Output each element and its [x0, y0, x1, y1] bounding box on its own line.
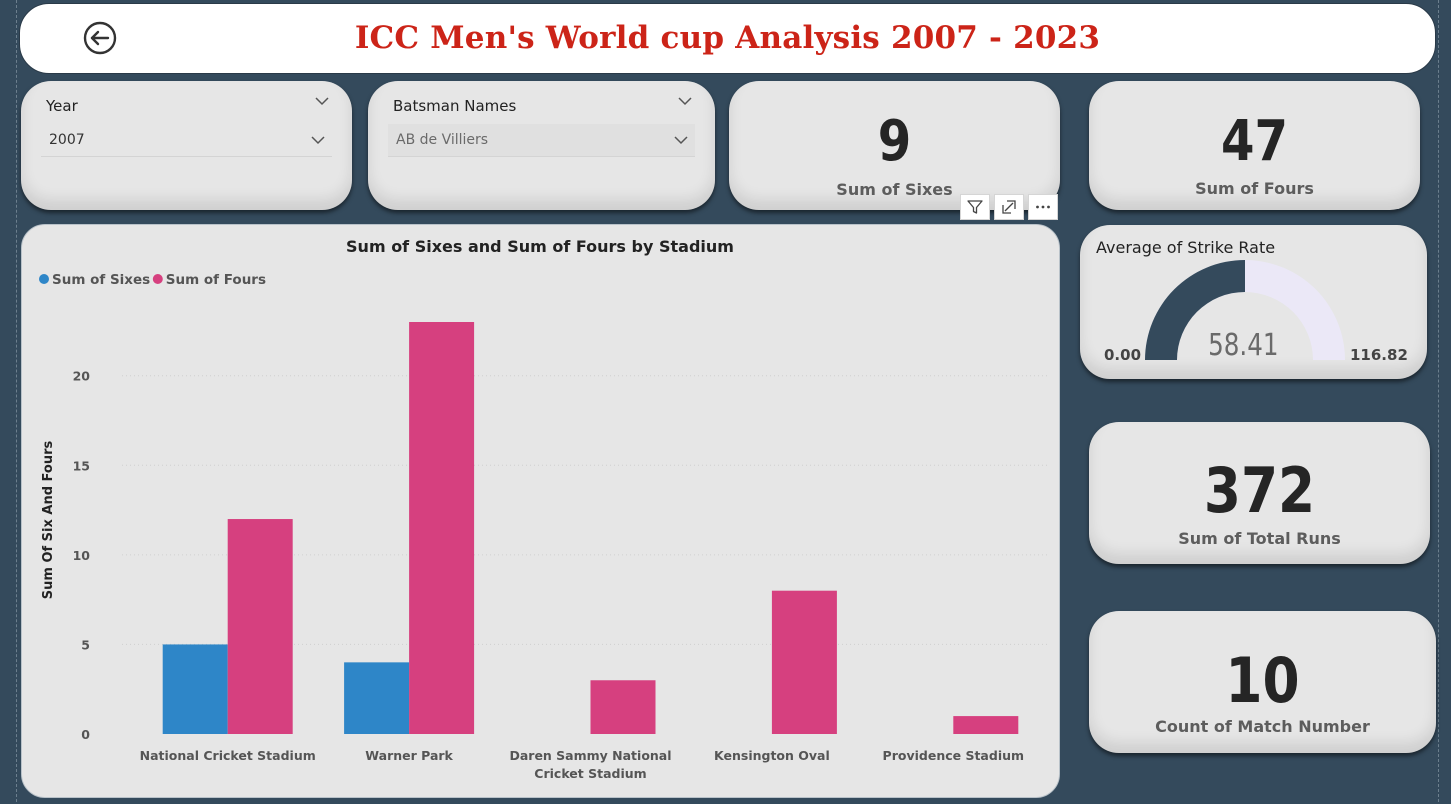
chevron-down-icon[interactable]	[314, 95, 330, 107]
x-tick-label: Cricket Stadium	[534, 766, 646, 781]
batsman-slicer: Batsman Names AB de Villiers	[368, 81, 715, 210]
fours-kpi-card: 47 Sum of Fours	[1089, 81, 1420, 210]
year-dropdown[interactable]: 2007	[41, 124, 332, 157]
fours-kpi-label: Sum of Fours	[1195, 179, 1314, 198]
x-tick-label: Daren Sammy National	[509, 748, 671, 763]
more-options-icon	[1036, 205, 1050, 209]
y-tick-label: 20	[73, 369, 91, 384]
gauge-value: 58.41	[1208, 329, 1278, 363]
matches-kpi-value: 10	[1225, 644, 1300, 717]
visual-toolbar	[960, 194, 1058, 220]
stadium-chart-card[interactable]: Sum of Sixes and Sum of Fours by Stadium…	[21, 224, 1060, 798]
back-button[interactable]	[83, 21, 117, 55]
bar-sum-of-fours[interactable]	[227, 519, 293, 734]
chevron-down-icon[interactable]	[677, 95, 693, 107]
total-runs-kpi-label: Sum of Total Runs	[1178, 529, 1341, 548]
year-slicer: Year 2007	[21, 81, 352, 210]
sixes-kpi-value: 9	[877, 109, 912, 174]
x-tick-label: National Cricket Stadium	[140, 748, 316, 763]
matches-kpi-label: Count of Match Number	[1155, 717, 1370, 736]
focus-mode-button[interactable]	[994, 194, 1024, 220]
gauge-title: Average of Strike Rate	[1096, 238, 1276, 257]
strike-rate-gauge-card: Average of Strike Rate 58.41 0.00 116.82	[1080, 225, 1427, 379]
stadium-bar-chart: Sum of Sixes and Sum of Fours by Stadium…	[39, 237, 1049, 781]
matches-kpi-card: 10 Count of Match Number	[1089, 611, 1436, 753]
bar-sum-of-fours[interactable]	[953, 716, 1019, 734]
year-slicer-title: Year	[46, 97, 78, 115]
year-dropdown-value: 2007	[49, 132, 85, 148]
fours-kpi-value: 47	[1220, 109, 1289, 174]
gauge-max-label: 116.82	[1350, 346, 1408, 364]
bar-sum-of-fours[interactable]	[409, 322, 475, 734]
legend-marker	[39, 274, 49, 284]
x-tick-label: Warner Park	[365, 748, 453, 763]
strike-rate-gauge: 58.41 0.00 116.82	[1104, 260, 1408, 364]
legend-entry[interactable]: Sum of Sixes	[52, 272, 150, 288]
y-tick-label: 0	[81, 727, 90, 742]
y-tick-label: 5	[81, 637, 90, 652]
legend-entry[interactable]: Sum of Fours	[166, 272, 266, 288]
batsman-slicer-title: Batsman Names	[393, 97, 517, 115]
focus-mode-icon	[1002, 200, 1016, 214]
x-tick-label: Providence Stadium	[883, 748, 1024, 763]
y-tick-label: 15	[73, 458, 90, 473]
sixes-kpi-card: 9 Sum of Sixes	[729, 81, 1060, 210]
bar-sum-of-sixes[interactable]	[162, 644, 228, 734]
batsman-dropdown[interactable]: AB de Villiers	[388, 124, 695, 157]
total-runs-kpi-card: 372 Sum of Total Runs	[1089, 422, 1430, 564]
chevron-down-icon	[674, 136, 688, 145]
filter-icon	[967, 200, 983, 214]
header-bar: ICC Men's World cup Analysis 2007 - 2023	[19, 3, 1436, 74]
bar-sum-of-sixes[interactable]	[344, 662, 410, 734]
legend-marker	[152, 274, 163, 284]
chart-title: Sum of Sixes and Sum of Fours by Stadium	[346, 237, 734, 256]
bar-sum-of-fours[interactable]	[771, 590, 837, 734]
chevron-down-icon	[311, 136, 325, 145]
y-tick-label: 10	[73, 548, 91, 563]
page-title: ICC Men's World cup Analysis 2007 - 2023	[354, 20, 1101, 56]
gauge-fill	[1145, 260, 1245, 360]
filter-button[interactable]	[960, 194, 990, 220]
batsman-dropdown-value: AB de Villiers	[396, 132, 489, 148]
x-tick-label: Kensington Oval	[714, 748, 830, 763]
more-options-button[interactable]	[1028, 194, 1058, 220]
bar-sum-of-fours[interactable]	[590, 680, 656, 734]
gauge-min-label: 0.00	[1104, 346, 1141, 364]
total-runs-kpi-value: 372	[1203, 454, 1316, 527]
back-arrow-circle-icon	[83, 21, 117, 55]
sixes-kpi-label: Sum of Sixes	[836, 180, 953, 199]
y-axis-title: Sum Of Six And Fours	[41, 440, 56, 599]
